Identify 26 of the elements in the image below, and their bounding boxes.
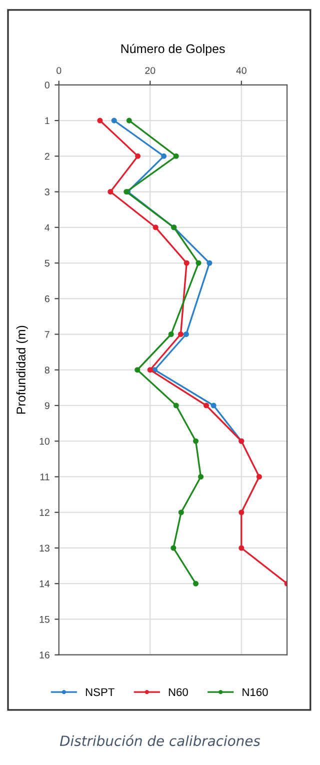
y-tick-label: 1 (45, 117, 50, 124)
text: Distribución de calibraciones (60, 734, 260, 746)
legend-label: NSPT (86, 688, 114, 696)
legend-label: N60 (168, 688, 188, 696)
legend-label: N160 (242, 688, 268, 696)
y-tick-label: 13 (40, 544, 50, 552)
x-tick-label: 40 (236, 67, 246, 74)
y-tick-label: 5 (44, 260, 50, 267)
y-tick-label: 7 (44, 331, 50, 338)
y-tick-label: 2 (44, 152, 50, 160)
y-tick-label: 0 (44, 82, 50, 89)
y-tick-label: 8 (44, 366, 50, 374)
y-tick-label: 14 (40, 580, 50, 588)
y-tick-label: 3 (44, 188, 50, 196)
y-tick-label: 12 (40, 509, 50, 516)
y-tick-label: 15 (40, 616, 50, 623)
chart-title: Número de Golpes (121, 44, 225, 56)
y-tick-label: 16 (40, 652, 50, 658)
y-tick-label: 4 (44, 224, 50, 231)
y-tick-label: 6 (44, 295, 50, 302)
x-tick-label: 20 (145, 67, 156, 74)
y-tick-label: 10 (40, 438, 50, 445)
y-axis-title: Profundidad (m) (16, 326, 28, 414)
y-tick-label: 11 (40, 474, 50, 480)
y-tick-label: 9 (44, 402, 50, 410)
x-tick-label: 0 (56, 67, 62, 74)
